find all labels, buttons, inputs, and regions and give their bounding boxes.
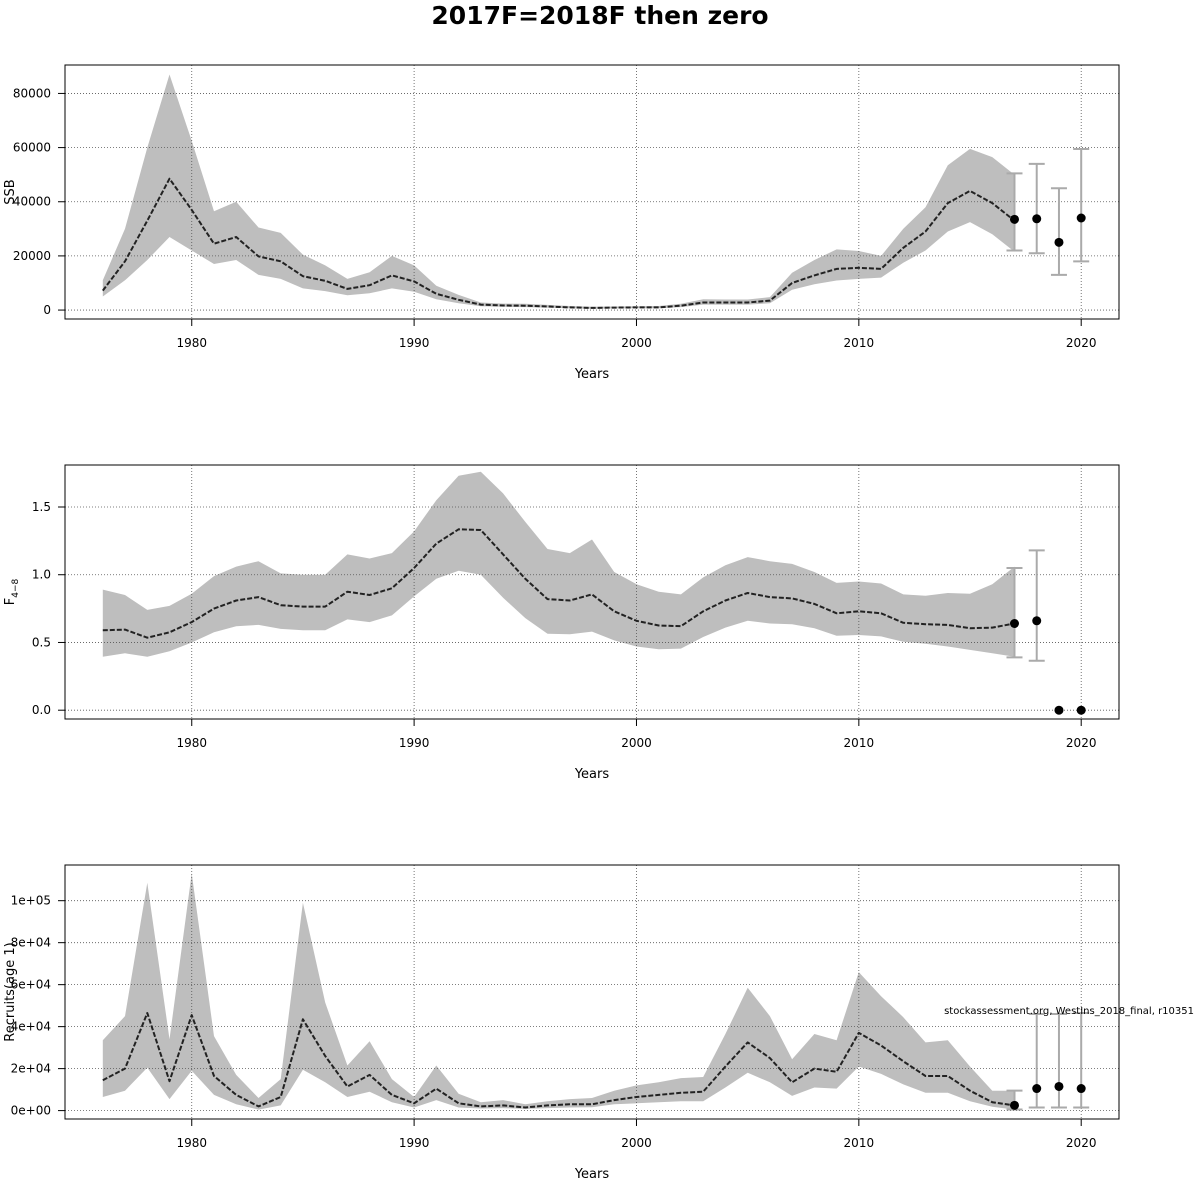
y-axis-label-main: F [3,598,18,605]
forecast-point [1032,616,1042,626]
y-tick-label: 20000 [13,249,51,263]
plot-frame [64,64,1120,320]
x-tick-label: 2000 [621,1136,652,1150]
forecast-point [1009,618,1019,628]
x-tick-label: 2000 [621,736,652,750]
y-tick-label: 0.5 [32,635,51,649]
y-tick-label: 80000 [13,86,51,100]
forecast-point [1054,237,1064,247]
x-axis-label: Years [574,767,610,782]
x-tick-label: 2010 [844,1136,875,1150]
x-axis-label: Years [574,367,610,382]
x-tick-label: 2000 [621,336,652,350]
forecast-point [1054,705,1064,715]
confidence-band [102,471,1015,657]
y-tick-label: 1.0 [32,568,51,582]
forecast-point [1076,213,1086,223]
x-tick-label: 1990 [399,1136,430,1150]
y-tick-label: 60000 [13,141,51,155]
forecast-point [1009,214,1019,224]
x-tick-label: 1990 [399,336,430,350]
x-tick-label: 1990 [399,736,430,750]
forecast-point [1032,214,1042,224]
y-axis-label: F4−8 [3,578,21,605]
y-tick-label: 0.0 [32,703,51,717]
forecast-point [1076,705,1086,715]
y-tick-label: 6e+04 [11,978,51,992]
x-tick-label: 2020 [1066,336,1097,350]
x-axis-label: Years [574,1167,610,1182]
chart-title: 2017F=2018F then zero [431,1,768,30]
forecast-point [1032,1084,1042,1094]
y-tick-label: 2e+04 [11,1062,51,1076]
x-tick-label: 2020 [1066,1136,1097,1150]
plot-frame [64,464,1120,720]
estimate-line [102,177,1016,309]
plot-frame [64,864,1120,1120]
x-tick-label: 1980 [176,736,207,750]
estimate-line [102,528,1015,639]
confidence-band [102,873,1015,1110]
forecast-point [1076,1084,1086,1094]
y-axis-label: SSB [3,179,18,204]
x-tick-label: 2020 [1066,736,1097,750]
forecast-point [1054,1081,1064,1091]
y-tick-label: 4e+04 [11,1020,51,1034]
y-tick-label: 8e+04 [11,936,51,950]
y-axis-label-sub: 4−8 [11,578,21,597]
panel-fbar: 1980 1990 2000 2010 2020 0.0 0.5 1.0 1.5 Years F4−… [3,464,1120,782]
y-tick-label: 1.5 [32,500,51,514]
watermark: stockassessment.org, WestIns_2018_final,… [944,1006,1194,1017]
x-tick-label: 1980 [176,336,207,350]
confidence-band [102,74,1015,309]
y-tick-label: 0 [43,303,51,317]
y-tick-label: 1e+05 [11,894,51,908]
y-tick-label: 0e+00 [11,1104,51,1118]
x-tick-label: 2010 [844,336,875,350]
x-tick-label: 1980 [176,1136,207,1150]
forecast-point [1009,1100,1019,1110]
panel-ssb: 1980 1990 2000 2010 2020 0 20000 40000 60000 8000… [3,64,1120,382]
estimate-line [102,1012,1015,1109]
x-tick-label: 2010 [844,736,875,750]
panel-recruits: 1980 1990 2000 2010 2020 0e+00 2e+04 4e+04 6e+04… [3,864,1120,1182]
y-tick-label: 40000 [13,195,51,209]
y-axis-label: Recruits(age 1) [3,942,18,1041]
